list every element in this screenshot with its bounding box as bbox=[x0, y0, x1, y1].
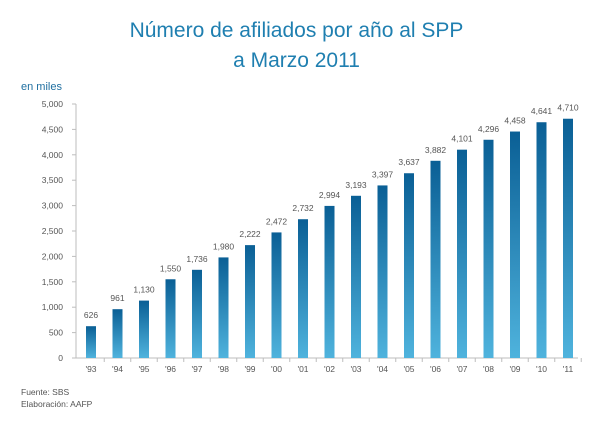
x-tick-label: '94 bbox=[112, 364, 123, 374]
x-tick-label: '02 bbox=[324, 364, 335, 374]
x-tick-label: '08 bbox=[483, 364, 494, 374]
bar-value-label: 4,296 bbox=[478, 124, 500, 134]
y-tick-label: 3,500 bbox=[42, 175, 64, 185]
x-tick-label: '98 bbox=[218, 364, 229, 374]
bar-value-label: 1,736 bbox=[186, 254, 208, 264]
bar-value-label: 4,101 bbox=[451, 134, 473, 144]
bar bbox=[510, 131, 520, 358]
bar bbox=[298, 219, 308, 358]
x-tick-label: '99 bbox=[244, 364, 255, 374]
x-tick-label: '96 bbox=[165, 364, 176, 374]
bar bbox=[430, 160, 441, 358]
bar-value-label: 2,222 bbox=[239, 229, 261, 239]
bar bbox=[483, 139, 494, 358]
x-tick-label: '93 bbox=[85, 364, 96, 374]
y-tick-label: 2,000 bbox=[42, 251, 64, 261]
bar-value-label: 3,882 bbox=[425, 145, 447, 155]
bar-value-label: 4,458 bbox=[504, 116, 526, 126]
x-tick-label: '11 bbox=[563, 364, 574, 374]
source-note: Fuente: SBS bbox=[21, 387, 70, 397]
bar bbox=[86, 326, 96, 358]
bar-value-label: 2,994 bbox=[319, 190, 341, 200]
bar-value-label: 1,980 bbox=[213, 241, 235, 251]
bar bbox=[245, 245, 255, 358]
x-tick-label: '95 bbox=[138, 364, 149, 374]
x-tick-label: '01 bbox=[297, 364, 308, 374]
y-axis-unit-label: en miles bbox=[21, 81, 62, 93]
x-tick-label: '09 bbox=[509, 364, 520, 374]
bar-value-label: 961 bbox=[110, 293, 124, 303]
bar bbox=[404, 173, 414, 358]
credit-note: Elaboración: AAFP bbox=[21, 399, 93, 409]
bar-value-label: 3,397 bbox=[372, 169, 394, 179]
x-tick-label: '04 bbox=[377, 364, 388, 374]
y-tick-label: 1,000 bbox=[42, 302, 64, 312]
y-tick-label: 4,000 bbox=[42, 150, 64, 160]
bar bbox=[324, 205, 335, 358]
x-tick-label: '03 bbox=[350, 364, 361, 374]
x-tick-label: '10 bbox=[536, 364, 547, 374]
bar bbox=[112, 309, 123, 358]
y-tick-label: 4,500 bbox=[42, 124, 64, 134]
x-tick-label: '06 bbox=[430, 364, 441, 374]
bar-value-label: 1,130 bbox=[133, 285, 155, 295]
y-tick-label: 500 bbox=[49, 328, 63, 338]
x-tick-label: '97 bbox=[191, 364, 202, 374]
bar bbox=[165, 279, 176, 358]
bar bbox=[377, 185, 388, 358]
bar bbox=[536, 122, 547, 358]
bar bbox=[563, 118, 573, 359]
chart-title-line2: a Marzo 2011 bbox=[233, 49, 360, 72]
bar bbox=[457, 149, 467, 358]
y-tick-label: 1,500 bbox=[42, 277, 64, 287]
chart-title-line1: Número de afiliados por año al SPP bbox=[129, 19, 464, 42]
bar-value-label: 626 bbox=[84, 310, 98, 320]
x-tick-label: '07 bbox=[456, 364, 467, 374]
bar bbox=[271, 232, 282, 358]
bar bbox=[139, 300, 149, 358]
bar-value-label: 3,637 bbox=[398, 157, 420, 167]
y-tick-label: 5,000 bbox=[42, 99, 64, 109]
bar bbox=[218, 257, 229, 358]
bar-value-label: 4,641 bbox=[531, 106, 553, 116]
bar-value-label: 2,472 bbox=[266, 216, 288, 226]
x-tick-label: '05 bbox=[403, 364, 414, 374]
bar-value-label: 3,193 bbox=[345, 180, 367, 190]
bar-value-label: 2,732 bbox=[292, 203, 314, 213]
bar-value-label: 4,710 bbox=[557, 103, 579, 113]
bar-value-label: 1,550 bbox=[160, 263, 182, 273]
y-tick-label: 0 bbox=[58, 353, 63, 363]
bar bbox=[192, 269, 202, 358]
y-tick-label: 3,000 bbox=[42, 201, 64, 211]
x-tick-label: '00 bbox=[271, 364, 282, 374]
bar bbox=[351, 195, 361, 358]
y-tick-label: 2,500 bbox=[42, 226, 64, 236]
